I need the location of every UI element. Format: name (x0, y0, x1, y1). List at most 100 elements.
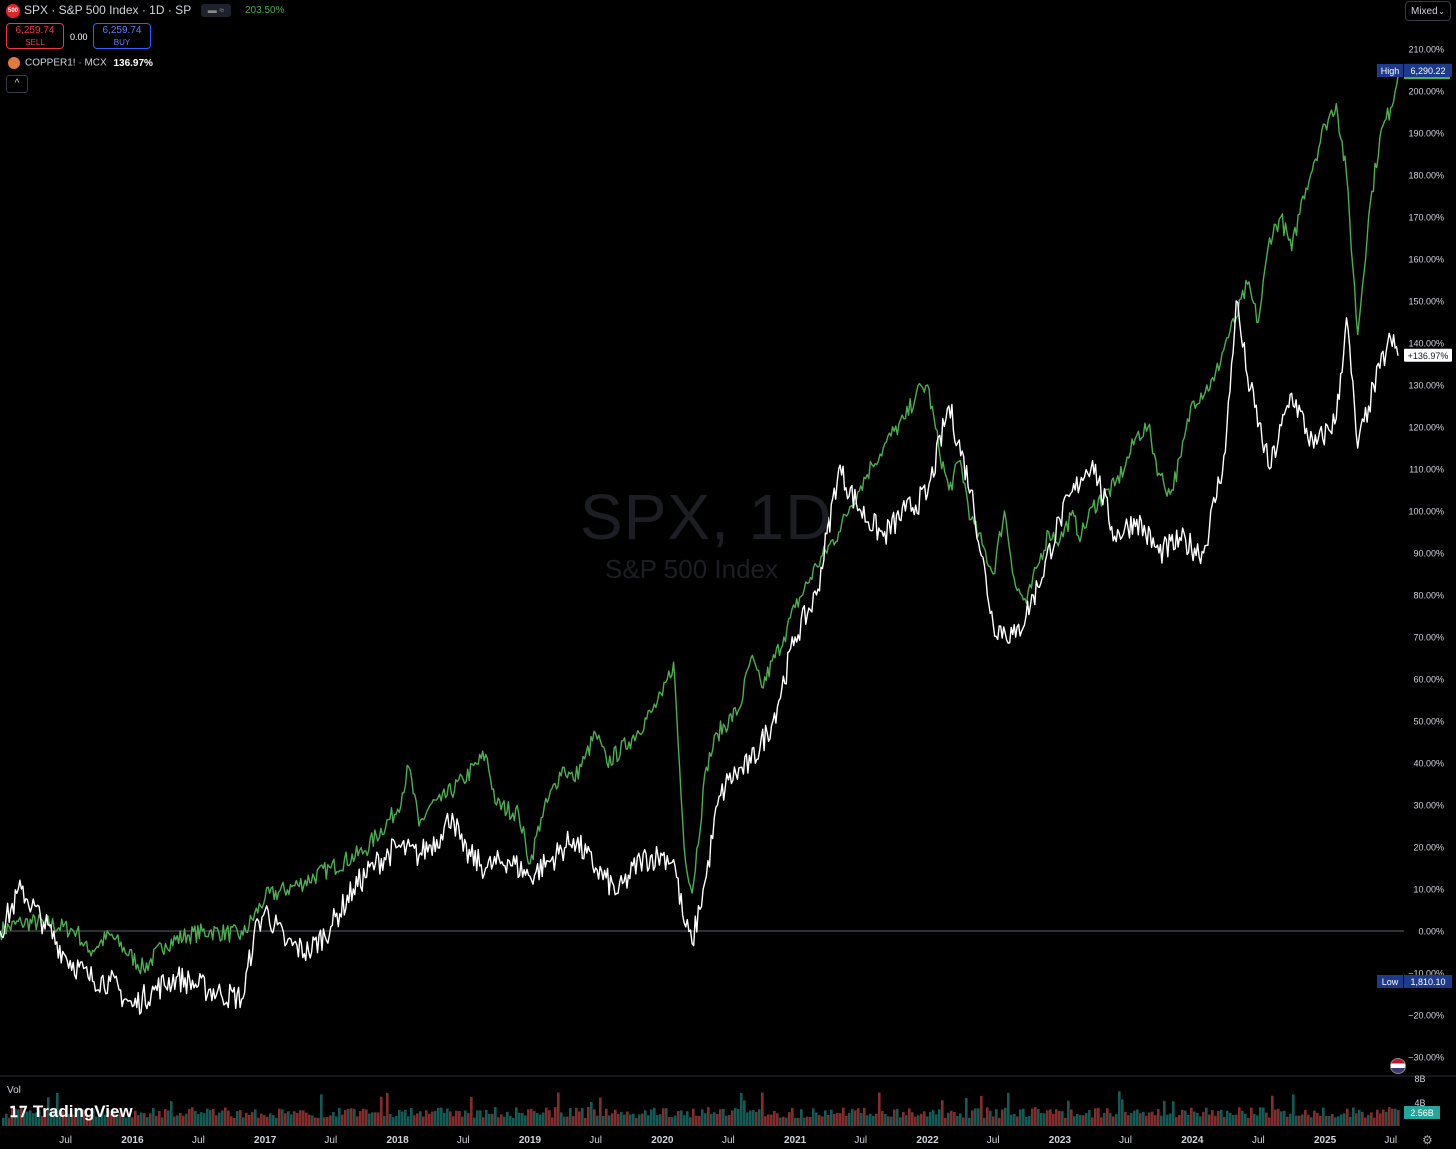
volume-bar (290, 1114, 293, 1126)
volume-bar (1346, 1108, 1349, 1126)
symbol-title[interactable]: 500 SPX · S&P 500 Index · 1D · SP (6, 3, 191, 18)
volume-bar (395, 1115, 398, 1126)
volume-bar (434, 1110, 437, 1126)
copper-last-price-label: +136.97% (1408, 351, 1449, 361)
x-tick-label: 2016 (121, 1135, 144, 1146)
volume-bar (548, 1110, 551, 1126)
volume-bar (677, 1111, 680, 1126)
volume-bar (167, 1110, 170, 1126)
volume-bar (524, 1115, 527, 1126)
volume-bar (665, 1108, 668, 1126)
change-percent: 203.50% (245, 5, 285, 16)
volume-bar (233, 1117, 236, 1126)
volume-bar (1094, 1108, 1097, 1126)
y-tick-label: 200.00% (1408, 87, 1444, 97)
volume-bar (1097, 1107, 1100, 1126)
copper-last-price-label-bg (1404, 348, 1452, 362)
volume-bar (587, 1107, 590, 1126)
volume-bar (137, 1115, 140, 1126)
volume-bar (1214, 1115, 1217, 1126)
volume-bar (1388, 1107, 1391, 1126)
buy-button[interactable]: 6,259.74 BUY (93, 23, 151, 49)
volume-bar (431, 1111, 434, 1126)
volume-bar (698, 1115, 701, 1126)
volume-bar (1364, 1117, 1367, 1126)
volume-bar (599, 1097, 602, 1126)
volume-bar (464, 1110, 467, 1126)
volume-bar (428, 1113, 431, 1126)
volume-bar (1310, 1117, 1313, 1126)
volume-bar (56, 1092, 59, 1126)
scale-mode-dropdown[interactable]: Mixed ⌄ (1405, 1, 1451, 21)
volume-bar (59, 1112, 62, 1126)
x-tick-label: Jul (1384, 1135, 1397, 1146)
volume-bar (74, 1116, 77, 1126)
volume-bar (1322, 1107, 1325, 1126)
us-flag-icon[interactable] (1390, 1058, 1406, 1074)
volume-bar (401, 1111, 404, 1126)
volume-bar (128, 1116, 131, 1126)
volume-bar (179, 1112, 182, 1126)
volume-bar (1013, 1113, 1016, 1126)
volume-bar (356, 1116, 359, 1126)
y-tick-label: 30.00% (1413, 801, 1444, 811)
volume-bar (1247, 1117, 1250, 1126)
x-tick-label: Jul (722, 1135, 735, 1146)
volume-bar (230, 1116, 233, 1126)
volume-bar (890, 1116, 893, 1126)
volume-bar (821, 1116, 824, 1126)
volume-label: Vol (7, 1085, 21, 1096)
volume-bar (1391, 1108, 1394, 1126)
volume-bar (710, 1113, 713, 1126)
spread-value: 0.00 (70, 32, 88, 42)
volume-bar (35, 1112, 38, 1126)
volume-bar (380, 1096, 383, 1126)
volume-bar (725, 1115, 728, 1126)
chart-style-toggle[interactable]: ▬ ≈ (201, 4, 231, 17)
volume-bar (947, 1112, 950, 1126)
volume-bar (122, 1116, 125, 1126)
volume-bar (1376, 1109, 1379, 1126)
volume-bar (1220, 1109, 1223, 1126)
volume-bar (371, 1112, 374, 1126)
volume-bar (482, 1117, 485, 1126)
volume-bar (287, 1111, 290, 1126)
volume-bar (224, 1107, 227, 1126)
volume-bar (638, 1114, 641, 1126)
volume-bar (596, 1115, 599, 1126)
x-tick-label: 2024 (1181, 1135, 1204, 1146)
volume-bar (1073, 1116, 1076, 1126)
volume-bar (311, 1115, 314, 1126)
volume-bar (425, 1110, 428, 1126)
low-value-bg (1404, 975, 1452, 988)
volume-bar (788, 1112, 791, 1126)
volume-bar (905, 1115, 908, 1126)
volume-bar (650, 1109, 653, 1126)
compare-value: 136.97% (113, 57, 153, 69)
volume-bar (683, 1115, 686, 1126)
volume-bar (281, 1109, 284, 1126)
volume-bar (1223, 1116, 1226, 1126)
volume-bar (527, 1109, 530, 1126)
x-tick-label: 2021 (784, 1135, 807, 1146)
volume-bar (1025, 1116, 1028, 1126)
volume-bar (560, 1112, 563, 1126)
volume-bar (992, 1116, 995, 1126)
collapse-legend-button[interactable]: ^ (6, 75, 28, 93)
sell-button[interactable]: 6,259.74 SELL (6, 23, 64, 49)
volume-bar (17, 1109, 20, 1126)
compare-symbol-row[interactable]: COPPER1! · MCX 136.97% (8, 57, 153, 69)
volume-bar (1064, 1117, 1067, 1126)
volume-bar (929, 1111, 932, 1126)
y-tick-label: 0.00% (1418, 927, 1444, 937)
volume-bar (236, 1111, 239, 1126)
volume-bar (1367, 1114, 1370, 1126)
settings-gear-icon[interactable]: ⚙ (1422, 1133, 1433, 1147)
volume-bar (866, 1115, 869, 1126)
volume-bar (275, 1117, 278, 1126)
volume-bar (896, 1108, 899, 1126)
tradingview-logo[interactable]: 𝟣𝟩 TradingView (9, 1102, 133, 1122)
volume-bar (449, 1111, 452, 1126)
volume-bar (320, 1094, 323, 1126)
